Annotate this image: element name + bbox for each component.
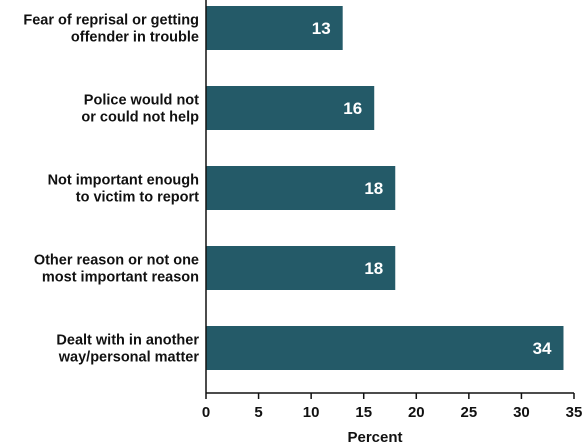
x-tick-label: 0: [202, 404, 210, 421]
data-label: 16: [343, 99, 362, 118]
category-label: Fear of reprisal or getting: [23, 13, 199, 29]
x-tick-label: 20: [408, 404, 425, 421]
category-label: Not important enough: [48, 173, 199, 189]
x-tick-label: 30: [513, 404, 530, 421]
category-label: Dealt with in another: [56, 333, 199, 349]
bar: [206, 86, 375, 130]
bar: [206, 326, 564, 370]
bar: [206, 6, 343, 50]
x-axis-title: Percent: [347, 429, 402, 446]
x-tick-label: 5: [254, 404, 262, 421]
category-label: Other reason or not one: [34, 253, 199, 269]
category-label: offender in trouble: [71, 30, 199, 46]
category-label: to victim to report: [76, 190, 199, 206]
x-tick-label: 35: [566, 404, 583, 421]
x-axis: 0 5 10 15 20 25 30 35: [202, 0, 583, 421]
bar: [206, 166, 396, 210]
category-label: or could not help: [81, 110, 199, 126]
bars: 13 16 18 18 34: [206, 6, 564, 370]
bar: [206, 246, 396, 290]
category-label: Police would not: [84, 93, 199, 109]
category-label: most important reason: [42, 270, 199, 286]
x-tick-label: 15: [355, 404, 372, 421]
data-label: 13: [312, 19, 331, 38]
x-tick-label: 25: [461, 404, 478, 421]
data-label: 18: [364, 259, 383, 278]
data-label: 34: [533, 339, 552, 358]
category-label: way/personal matter: [58, 350, 200, 366]
x-tick-label: 10: [303, 404, 320, 421]
data-label: 18: [364, 179, 383, 198]
